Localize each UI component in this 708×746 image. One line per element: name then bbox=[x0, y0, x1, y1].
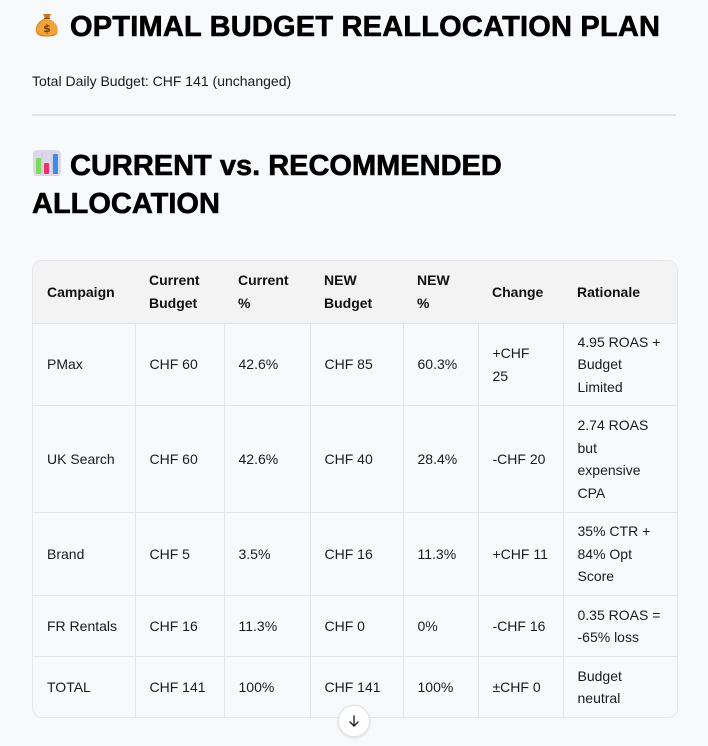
table-row-total: TOTAL CHF 141 100% CHF 141 100% ±CHF 0 B… bbox=[33, 656, 677, 717]
divider bbox=[32, 114, 676, 116]
cell-rationale: Budget neutral bbox=[562, 656, 677, 717]
cell-current-budget: CHF 141 bbox=[134, 656, 224, 717]
column-header-change: Change bbox=[478, 261, 563, 324]
money-bag-icon: $ bbox=[32, 9, 62, 48]
cell-campaign: UK Search bbox=[33, 405, 135, 513]
section-title-text: CURRENT vs. RECOMMENDED ALLOCATION bbox=[32, 150, 502, 221]
cell-current-percent: 100% bbox=[223, 656, 310, 717]
cell-campaign: TOTAL bbox=[33, 656, 135, 717]
cell-current-budget: CHF 5 bbox=[134, 512, 224, 596]
cell-campaign: Brand bbox=[33, 512, 135, 596]
table-row: Brand CHF 5 3.5% CHF 16 11.3% +CHF 11 35… bbox=[33, 512, 677, 596]
cell-rationale: 4.95 ROAS + Budget Limited bbox=[562, 323, 677, 406]
cell-campaign: FR Rentals bbox=[33, 595, 135, 657]
cell-current-budget: CHF 60 bbox=[134, 405, 224, 513]
page-content: $ OPTIMAL BUDGET REALLOCATION PLAN Total… bbox=[32, 0, 678, 718]
cell-campaign: PMax bbox=[33, 323, 135, 406]
table-row: PMax CHF 60 42.6% CHF 85 60.3% +CHF 25 4… bbox=[33, 323, 677, 406]
cell-current-percent: 42.6% bbox=[223, 405, 310, 513]
cell-current-percent: 11.3% bbox=[223, 595, 310, 657]
section-title: CURRENT vs. RECOMMENDED ALLOCATION bbox=[32, 148, 676, 222]
cell-rationale: 2.74 ROAS but expensive CPA bbox=[562, 405, 677, 513]
cell-rationale: 0.35 ROAS = -65% loss bbox=[562, 595, 677, 657]
cell-change: -CHF 16 bbox=[477, 595, 563, 657]
cell-new-budget: CHF 0 bbox=[309, 595, 403, 657]
column-header-current-percent: Current % bbox=[224, 261, 310, 324]
cell-new-budget: CHF 40 bbox=[309, 405, 403, 513]
column-header-rationale: Rationale bbox=[563, 261, 677, 324]
scroll-to-bottom-button[interactable] bbox=[338, 705, 370, 737]
cell-rationale: 35% CTR + 84% Opt Score bbox=[562, 512, 677, 596]
total-budget-text: Total Daily Budget: CHF 141 (unchanged) bbox=[32, 73, 292, 89]
cell-current-percent: 3.5% bbox=[223, 512, 310, 596]
column-header-current-budget: Current Budget bbox=[135, 261, 224, 324]
table-header-row: Campaign Current Budget Current % NEW Bu… bbox=[33, 261, 677, 324]
cell-current-budget: CHF 60 bbox=[134, 323, 224, 406]
svg-text:$: $ bbox=[43, 22, 51, 35]
cell-new-budget: CHF 85 bbox=[309, 323, 403, 406]
page-title-text: OPTIMAL BUDGET REALLOCATION PLAN bbox=[70, 11, 661, 44]
page-title: $ OPTIMAL BUDGET REALLOCATION PLAN bbox=[32, 0, 676, 48]
cell-new-percent: 100% bbox=[402, 656, 478, 717]
bar-chart-icon bbox=[32, 148, 62, 187]
cell-current-percent: 42.6% bbox=[223, 323, 310, 406]
column-header-new-percent: NEW % bbox=[403, 261, 478, 324]
cell-new-percent: 28.4% bbox=[402, 405, 478, 513]
column-header-campaign: Campaign bbox=[33, 261, 135, 324]
arrow-down-icon bbox=[349, 715, 359, 727]
cell-change: -CHF 20 bbox=[477, 405, 563, 513]
cell-new-percent: 0% bbox=[402, 595, 478, 657]
cell-change: +CHF 11 bbox=[477, 512, 563, 596]
cell-new-budget: CHF 16 bbox=[309, 512, 403, 596]
cell-change: +CHF 25 bbox=[477, 323, 563, 406]
cell-new-percent: 60.3% bbox=[402, 323, 478, 406]
cell-current-budget: CHF 16 bbox=[134, 595, 224, 657]
table-row: FR Rentals CHF 16 11.3% CHF 0 0% -CHF 16… bbox=[33, 595, 677, 657]
allocation-table: Campaign Current Budget Current % NEW Bu… bbox=[32, 260, 678, 718]
table-row: UK Search CHF 60 42.6% CHF 40 28.4% -CHF… bbox=[33, 405, 677, 513]
cell-change: ±CHF 0 bbox=[477, 656, 563, 717]
column-header-new-budget: NEW Budget bbox=[310, 261, 403, 324]
cell-new-percent: 11.3% bbox=[402, 512, 478, 596]
